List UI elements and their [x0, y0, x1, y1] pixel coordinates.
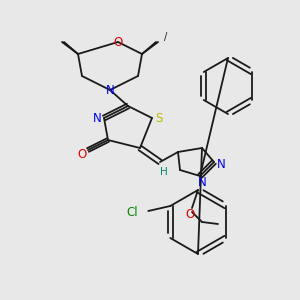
Text: N: N [106, 83, 114, 97]
Text: O: O [113, 35, 123, 49]
Text: Cl: Cl [127, 206, 138, 218]
Text: O: O [77, 148, 87, 160]
Text: O: O [185, 208, 195, 221]
Text: /: / [164, 32, 168, 42]
Text: H: H [160, 167, 168, 177]
Text: N: N [217, 158, 225, 170]
Text: S: S [155, 112, 163, 124]
Text: N: N [93, 112, 101, 124]
Text: N: N [198, 176, 206, 190]
